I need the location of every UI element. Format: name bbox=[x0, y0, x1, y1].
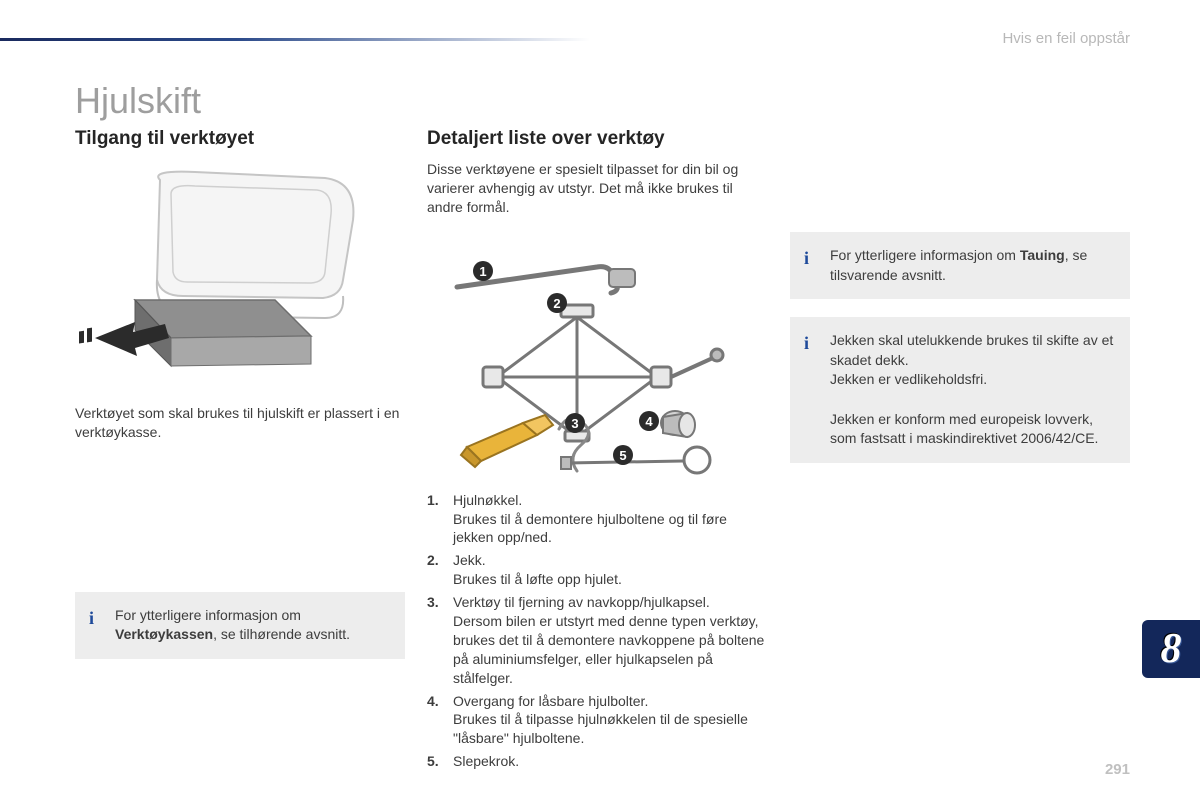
tool-desc: Dersom bilen er utstyrt med denne typen … bbox=[453, 612, 767, 688]
info-icon: i bbox=[804, 331, 809, 356]
tool-name: Hjulnøkkel. bbox=[453, 492, 522, 508]
svg-text:3: 3 bbox=[571, 416, 578, 431]
info-box-toolbox: i For ytterligere informasjon om Verktøy… bbox=[75, 592, 405, 659]
page-title: Hjulskift bbox=[75, 80, 201, 122]
chapter-badge: 8 bbox=[1142, 620, 1200, 678]
tool-desc: Brukes til å tilpasse hjulnøkkelen til d… bbox=[453, 710, 767, 748]
info-text-bold: Verktøykassen bbox=[115, 626, 213, 642]
tool-desc: Brukes til å demontere hjulboltene og ti… bbox=[453, 510, 767, 548]
info-text-bold: Tauing bbox=[1020, 247, 1065, 263]
left-heading: Tilgang til verktøyet bbox=[75, 128, 405, 150]
tool-item: Verktøy til fjerning av navkopp/hjulkaps… bbox=[427, 593, 767, 687]
svg-text:5: 5 bbox=[619, 448, 626, 463]
tool-item: Jekk. Brukes til å løfte opp hjulet. bbox=[427, 551, 767, 589]
info-text-pre: For ytterligere informasjon om bbox=[830, 247, 1020, 263]
info-text-post: , se tilhørende avsnitt. bbox=[213, 626, 350, 642]
tool-name: Jekk. bbox=[453, 552, 486, 568]
tools-illustration: 1 2 3 4 5 bbox=[427, 227, 727, 477]
mid-heading: Detaljert liste over verktøy bbox=[427, 128, 767, 150]
jack-note-2: Jekken er vedlikeholdsfri. bbox=[830, 371, 987, 387]
tool-item: Overgang for låsbare hjulbolter. Brukes … bbox=[427, 692, 767, 749]
tool-name: Verktøy til fjerning av navkopp/hjulkaps… bbox=[453, 594, 710, 610]
info-box-towing: i For ytterligere informasjon om Tauing,… bbox=[790, 232, 1130, 299]
jack-note-3: Jekken er konform med europeisk lovverk,… bbox=[830, 411, 1098, 447]
tool-name: Slepekrok. bbox=[453, 753, 519, 769]
svg-text:1: 1 bbox=[479, 264, 486, 279]
left-caption: Verktøyet som skal brukes til hjulskift … bbox=[75, 404, 405, 442]
info-icon: i bbox=[804, 246, 809, 271]
svg-text:4: 4 bbox=[645, 414, 653, 429]
tool-item: Slepekrok. bbox=[427, 752, 767, 771]
mid-intro: Disse verktøyene er spesielt tilpasset f… bbox=[427, 160, 767, 217]
tool-name: Overgang for låsbare hjulbolter. bbox=[453, 693, 648, 709]
page-number: 291 bbox=[1105, 761, 1130, 778]
section-label: Hvis en feil oppstår bbox=[1002, 30, 1130, 47]
seat-illustration bbox=[75, 160, 375, 390]
header-rule bbox=[0, 38, 590, 41]
svg-text:2: 2 bbox=[553, 296, 560, 311]
info-box-jack: i Jekken skal utelukkende brukes til ski… bbox=[790, 317, 1130, 463]
tools-list: Hjulnøkkel. Brukes til å demontere hjulb… bbox=[427, 491, 767, 771]
tool-item: Hjulnøkkel. Brukes til å demontere hjulb… bbox=[427, 491, 767, 548]
chapter-number: 8 bbox=[1161, 625, 1182, 673]
info-icon: i bbox=[89, 606, 94, 631]
tool-desc: Brukes til å løfte opp hjulet. bbox=[453, 570, 767, 589]
info-text-pre: For ytterligere informasjon om bbox=[115, 607, 301, 623]
jack-note-1: Jekken skal utelukkende brukes til skift… bbox=[830, 332, 1113, 368]
